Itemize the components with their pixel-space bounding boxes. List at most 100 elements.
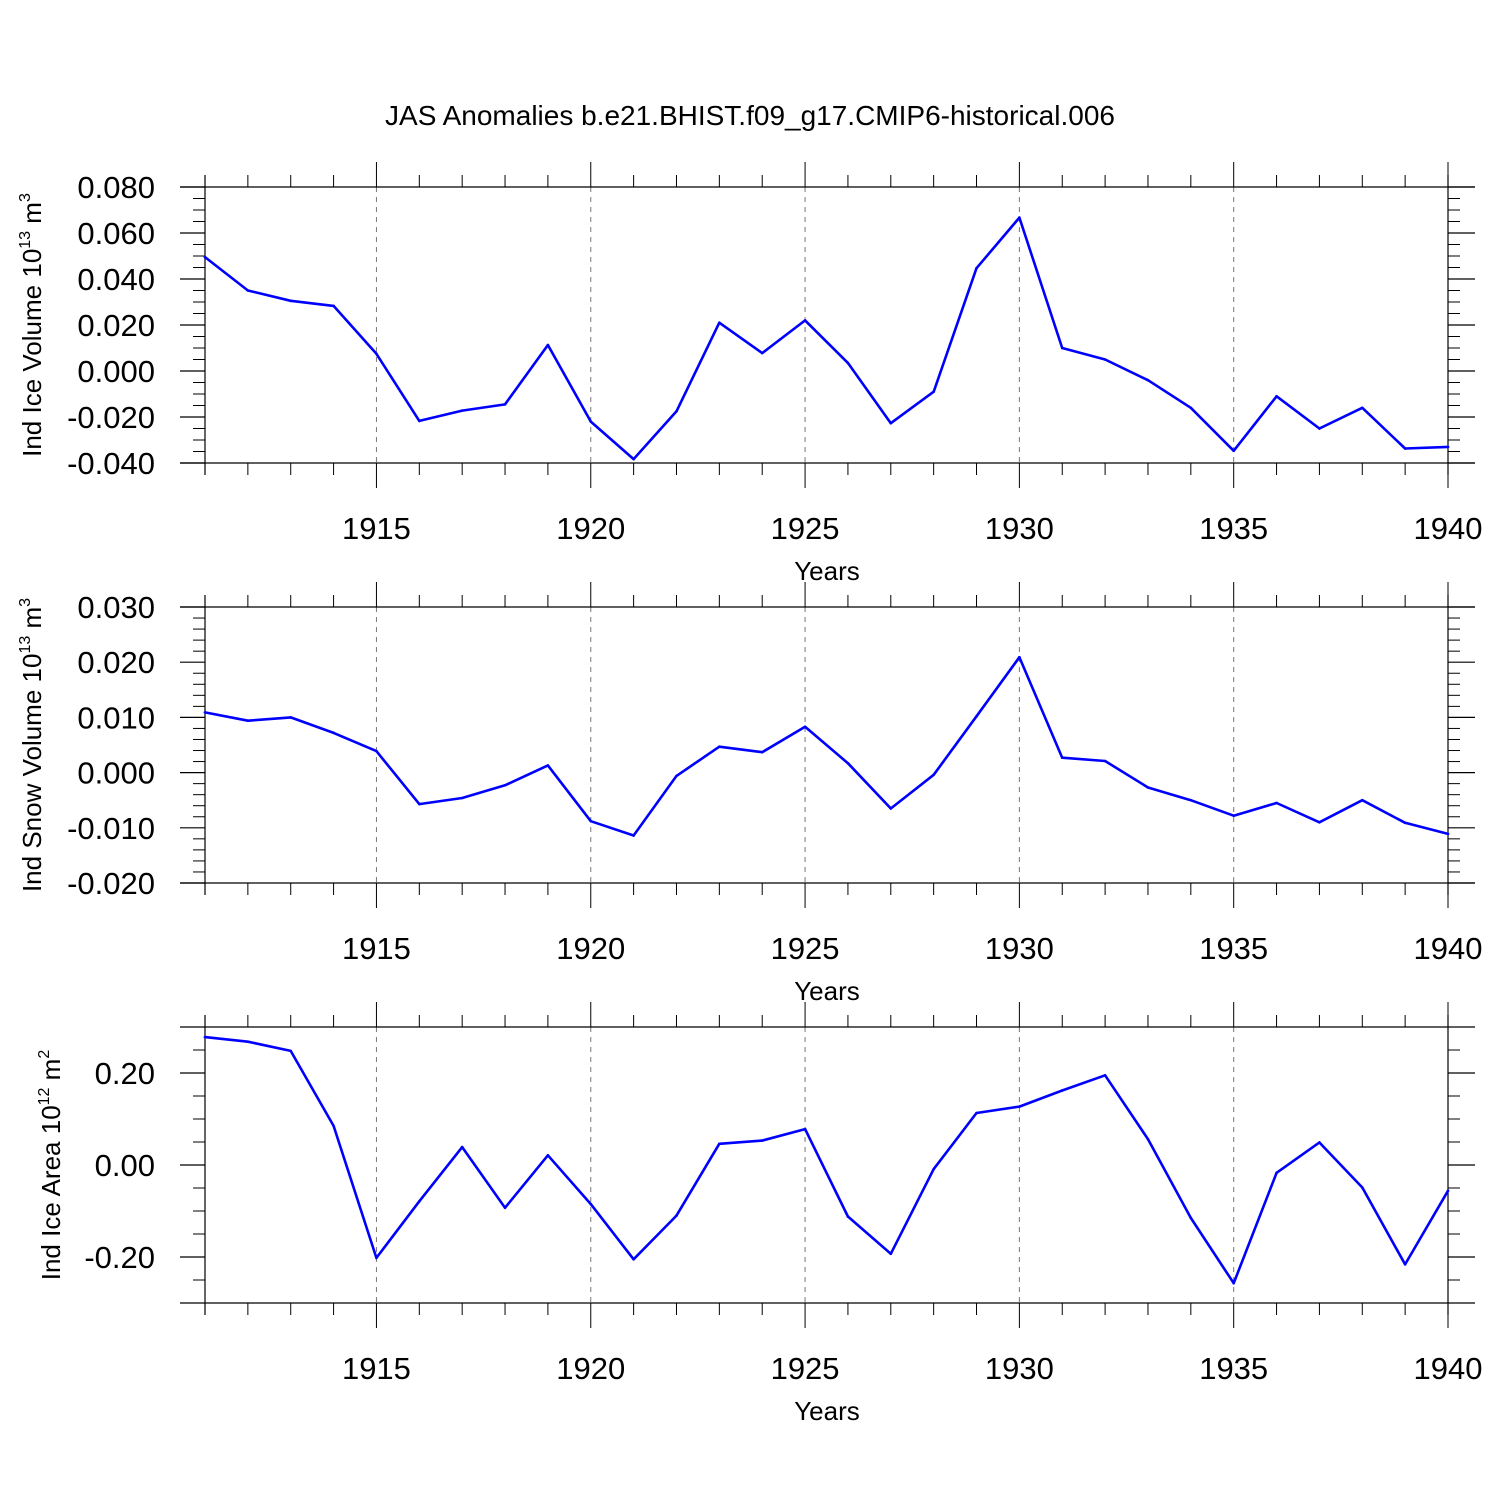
data-point <box>1275 1171 1278 1175</box>
data-point <box>932 390 935 394</box>
y-tick-label: 0.030 <box>77 590 155 625</box>
y-tick-label: 0.000 <box>77 756 155 791</box>
data-point <box>289 1049 293 1053</box>
data-point <box>546 764 550 767</box>
data-point <box>632 457 635 461</box>
data-point <box>632 1258 635 1261</box>
y-axis-label-unit-exp: 13 <box>17 636 34 654</box>
x-tick-label: 1935 <box>1199 1351 1268 1386</box>
y-axis-label-unit-base: 10 <box>17 654 47 683</box>
data-point <box>589 819 593 823</box>
data-point <box>203 1035 207 1039</box>
data-point <box>289 299 293 303</box>
data-point <box>1232 1281 1235 1285</box>
y-tick-label: 0.080 <box>77 170 155 205</box>
data-point <box>1060 756 1064 759</box>
data-point <box>246 719 250 723</box>
data-point <box>546 343 550 347</box>
data-point <box>332 304 335 308</box>
chart-title: JAS Anomalies b.e21.BHIST.f09_g17.CMIP6-… <box>385 100 1115 131</box>
data-point <box>760 351 764 355</box>
x-tick-label: 1930 <box>985 931 1054 966</box>
y-axis-label: Ind Ice Volume 1013 m3 <box>17 193 47 457</box>
data-point <box>503 403 507 406</box>
data-point <box>418 1200 421 1203</box>
y-tick-label: 0.020 <box>77 645 155 680</box>
data-point <box>418 802 421 806</box>
data-point <box>846 1215 850 1218</box>
data-point <box>1446 832 1450 836</box>
data-line <box>203 1035 1450 1285</box>
y-tick-label: -0.20 <box>84 1240 155 1275</box>
data-point <box>889 421 893 425</box>
data-point <box>1103 358 1107 361</box>
data-point <box>289 716 293 719</box>
x-axis-label: Years <box>794 976 860 1006</box>
data-point <box>675 409 678 413</box>
data-point <box>803 725 807 729</box>
data-point <box>1360 798 1364 802</box>
y-axis-label-unit-pow: 3 <box>17 193 34 202</box>
data-point <box>1189 798 1193 802</box>
data-point <box>589 1202 593 1206</box>
data-point <box>460 796 464 800</box>
data-point <box>418 419 421 423</box>
data-point <box>589 420 593 423</box>
data-point <box>1318 1141 1321 1144</box>
data-point <box>889 1252 893 1256</box>
x-axis-label: Years <box>794 556 860 586</box>
x-tick-label: 1935 <box>1199 931 1268 966</box>
y-tick-label: -0.020 <box>67 866 155 901</box>
data-point <box>1446 445 1450 449</box>
y-axis-label-unit-base: 10 <box>36 1105 66 1134</box>
y-axis-label: Ind Ice Area 1012 m2 <box>36 1050 66 1281</box>
data-point <box>1146 786 1150 789</box>
x-tick-label: 1925 <box>771 931 840 966</box>
data-point <box>1060 346 1064 350</box>
data-point <box>246 1040 250 1044</box>
y-tick-label: 0.010 <box>77 700 155 735</box>
data-point <box>1403 1263 1407 1266</box>
data-line <box>203 216 1450 461</box>
y-axis-label-unit-base: 10 <box>17 249 47 278</box>
data-point <box>203 711 207 714</box>
y-tick-label: 0.000 <box>77 354 155 389</box>
data-point <box>1403 821 1407 825</box>
y-axis-label-unit-pow: 2 <box>36 1050 53 1059</box>
x-tick-label: 1920 <box>556 931 625 966</box>
x-tick-label: 1930 <box>985 1351 1054 1386</box>
y-axis-label-prefix: Ind Snow Volume <box>17 682 47 892</box>
data-point <box>1403 447 1407 450</box>
data-point <box>1146 378 1150 382</box>
data-point <box>1018 216 1021 219</box>
data-point <box>718 745 721 748</box>
x-axis-label: Years <box>794 1396 860 1426</box>
y-tick-label: 0.040 <box>77 262 155 297</box>
y-axis-label-unit-exp: 13 <box>17 231 34 249</box>
x-tick-label: 1940 <box>1414 1351 1483 1386</box>
data-point <box>1103 759 1107 763</box>
data-point <box>846 761 850 765</box>
data-point <box>1360 1186 1364 1189</box>
y-tick-label: 0.020 <box>77 308 155 343</box>
data-point <box>1018 1105 1021 1108</box>
y-tick-label: 0.060 <box>77 216 155 251</box>
x-tick-label: 1920 <box>556 1351 625 1386</box>
data-point <box>1318 427 1321 430</box>
data-point <box>1360 406 1364 410</box>
y-axis-label-unit-exp: 12 <box>36 1087 53 1105</box>
data-point <box>546 1154 550 1157</box>
data-point <box>675 774 678 778</box>
y-axis-label-unit-after: m <box>17 607 47 636</box>
data-point <box>1275 801 1278 805</box>
chart-panel-3: 0.20 0.00 -0.20 1915 1920 1925 1930 1935 1940 Yea… <box>36 1002 1482 1426</box>
y-axis-label-unit-pow: 3 <box>17 598 34 607</box>
panels: 0.080 0.060 0.040 0.020 0.000 -0.020 -0.040 191… <box>17 162 1482 1426</box>
data-point <box>1060 1089 1064 1092</box>
data-point <box>632 834 635 837</box>
data-line <box>203 655 1450 837</box>
x-tick-label: 1915 <box>342 511 411 546</box>
data-point <box>246 289 250 292</box>
data-point <box>718 1142 721 1146</box>
